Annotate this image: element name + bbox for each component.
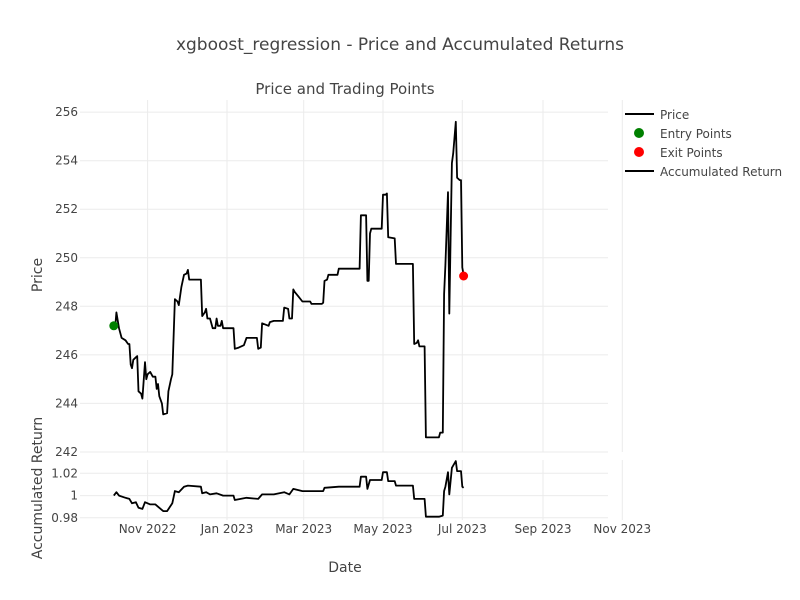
price-ytick-label: 248 <box>55 299 78 313</box>
returns-panel: 0.98 1 1.02 Nov 2022 Jan 2023 Mar 2023 May 20… <box>30 417 651 576</box>
x-tick-label: Mar 2023 <box>275 522 332 536</box>
price-ytick-label: 256 <box>55 105 78 119</box>
legend-price-label: Price <box>660 108 689 122</box>
figure-title: xgboost_regression - Price and Accumulat… <box>176 35 624 55</box>
x-tick-label: Nov 2022 <box>119 522 177 536</box>
legend-exit-marker-swatch <box>634 147 644 157</box>
legend: Price Entry Points Exit Points Accumulat… <box>625 108 782 179</box>
price-panel-title: Price and Trading Points <box>255 80 434 98</box>
legend-entry-marker-swatch <box>634 128 644 138</box>
returns-y-axis-title: Accumulated Return <box>30 417 46 559</box>
legend-return-label: Accumulated Return <box>660 165 782 179</box>
x-tick-label: Jan 2023 <box>200 522 254 536</box>
legend-item-accumulated-return[interactable]: Accumulated Return <box>625 165 782 179</box>
price-ytick-label: 242 <box>55 445 78 459</box>
price-series-layer <box>109 120 469 439</box>
price-grid <box>80 100 623 453</box>
legend-entry-label: Entry Points <box>660 127 732 141</box>
x-tick-label: Nov 2023 <box>593 522 651 536</box>
returns-ytick-labels: 0.98 1 1.02 <box>51 466 78 525</box>
legend-exit-label: Exit Points <box>660 146 723 160</box>
price-ytick-label: 250 <box>55 251 78 265</box>
accumulated-return-line <box>113 460 465 518</box>
legend-item-exit-points[interactable]: Exit Points <box>634 146 723 160</box>
returns-ytick-label: 1.02 <box>51 466 78 480</box>
price-ytick-label: 244 <box>55 396 78 410</box>
price-line <box>113 120 465 439</box>
price-ytick-label: 254 <box>55 154 78 168</box>
returns-ytick-label: 0.98 <box>51 511 78 525</box>
price-y-axis-title: Price <box>30 258 46 292</box>
x-tick-label: Sep 2023 <box>515 522 572 536</box>
x-tick-label: Jul 2023 <box>437 522 487 536</box>
price-ytick-label: 252 <box>55 202 78 216</box>
legend-item-price[interactable]: Price <box>625 108 689 122</box>
x-tick-label: May 2023 <box>353 522 412 536</box>
returns-grid <box>80 460 623 520</box>
legend-item-entry-points[interactable]: Entry Points <box>634 127 732 141</box>
x-tick-labels: Nov 2022 Jan 2023 Mar 2023 May 2023 Jul 2023… <box>119 522 651 536</box>
returns-series-layer <box>113 460 465 518</box>
returns-ytick-label: 1 <box>70 489 78 503</box>
price-ytick-labels: 242 244 246 248 250 252 254 256 <box>55 105 78 459</box>
price-ytick-label: 246 <box>55 348 78 362</box>
entry-point-marker[interactable] <box>109 321 119 331</box>
x-axis-title: Date <box>328 560 361 576</box>
exit-point-marker[interactable] <box>459 271 469 281</box>
price-panel: Price and Trading Points 242 244 246 248 250… <box>30 80 623 459</box>
